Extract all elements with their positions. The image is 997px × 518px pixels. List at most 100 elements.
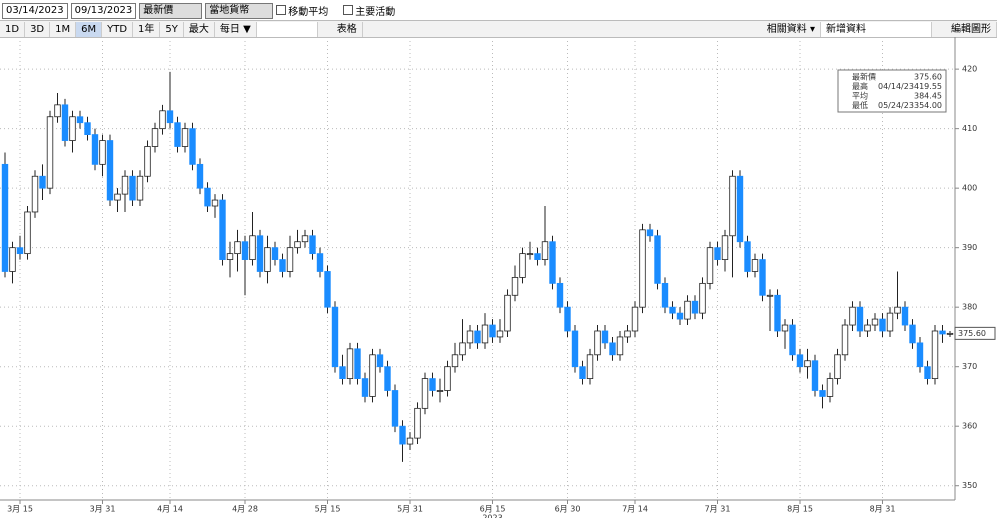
candle-body: [706, 247, 714, 284]
candle-body: [166, 110, 174, 124]
candle-body: [796, 354, 804, 368]
x-tick-label: 4月 28: [232, 505, 258, 514]
candle-body: [189, 128, 196, 165]
currency-select[interactable]: 當地貨幣: [205, 2, 274, 19]
candle-body: [181, 128, 189, 147]
candle-body: [549, 241, 556, 284]
x-tick-label: 6月 30: [555, 505, 581, 514]
candle-body: [676, 312, 684, 320]
candle-body: [16, 247, 24, 255]
candle-body: [826, 378, 834, 397]
candle-body: [691, 300, 699, 314]
candle-body: [241, 241, 249, 260]
legend-date: 04/14/23: [878, 82, 914, 91]
candle-body: [519, 253, 526, 278]
candle-body: [789, 324, 796, 356]
candle-body: [489, 324, 496, 338]
candle-body: [114, 193, 121, 201]
x-tick-label: 5月 31: [397, 505, 423, 514]
candle-body: [841, 324, 849, 356]
period-button[interactable]: 3D: [25, 21, 51, 37]
candle-body: [286, 247, 294, 272]
candle-body: [766, 294, 774, 297]
candle-body: [864, 324, 871, 332]
candle-body: [946, 332, 954, 335]
candle-body: [226, 253, 234, 260]
y-tick-label: 350: [962, 481, 977, 490]
candle-body: [774, 294, 781, 332]
candle-body: [354, 348, 361, 379]
candle-body: [324, 271, 331, 308]
y-tick-label: 380: [962, 303, 977, 312]
candle-body: [526, 253, 534, 256]
candle-body: [136, 175, 144, 201]
candle-body: [714, 247, 721, 260]
period-button[interactable]: YTD: [102, 21, 134, 37]
candle-body: [339, 366, 346, 379]
x-tick-label: 4月 14: [157, 505, 183, 514]
candle-body: [459, 342, 466, 356]
candle-body: [624, 330, 631, 338]
candle-body: [31, 175, 39, 213]
candle-body: [384, 366, 391, 391]
x-tick-label: 6月 15: [480, 505, 506, 514]
candle-body: [886, 312, 894, 332]
legend-label: 最新價: [852, 72, 876, 82]
candle-body: [534, 253, 541, 260]
moving-average[interactable]: 移動平均: [276, 3, 328, 18]
candle-body: [939, 330, 946, 335]
candle-body: [564, 306, 571, 332]
candle-body: [909, 324, 916, 344]
candle-body: [579, 366, 586, 379]
candle-body: [924, 366, 931, 379]
frequency[interactable]: 每日 ▼: [215, 21, 257, 37]
candle-body: [421, 378, 429, 409]
field-select[interactable]: 最新價: [139, 2, 203, 19]
end-date[interactable]: 09/13/2023: [70, 2, 137, 19]
candle-body: [639, 229, 646, 308]
candle-body: [196, 163, 204, 189]
blank[interactable]: [256, 21, 318, 37]
y-tick-label: 390: [962, 243, 977, 252]
candle-body: [1, 163, 9, 272]
candle-body: [481, 324, 489, 344]
candle-body: [294, 241, 301, 249]
period-button[interactable]: 最大: [184, 21, 215, 37]
legend-label: 最低: [852, 100, 868, 110]
related[interactable]: 相關資料 ▾: [762, 21, 821, 37]
candle-body: [391, 390, 399, 427]
legend-date: 05/24/23: [878, 101, 914, 110]
candle-body: [871, 318, 879, 326]
periods: 1D 3D 1M 6M YTD 1年 5Y 最大: [0, 21, 215, 37]
add-data[interactable]: 新增資料: [821, 21, 932, 37]
period-button[interactable]: 5Y: [160, 21, 184, 37]
candle-body: [144, 146, 151, 177]
table[interactable]: 表格: [332, 21, 363, 37]
candle-body: [24, 211, 31, 255]
start-date[interactable]: 03/14/2023: [2, 2, 68, 19]
candle-body: [204, 187, 211, 207]
candle-body: [541, 241, 549, 260]
candle-body: [804, 360, 811, 368]
y-tick-label: 370: [962, 362, 977, 371]
legend: 最新價 375.60 最高 04/14/23 419.55 平均 384.45 最低 05/24…: [837, 69, 947, 113]
candle-body: [9, 247, 16, 272]
x-tick-label: 8月 15: [787, 505, 813, 514]
candle-body: [661, 282, 669, 308]
candle-body: [444, 366, 451, 391]
period-button[interactable]: 1D: [0, 21, 26, 37]
period-button[interactable]: 1M: [50, 21, 77, 37]
candle-body: [931, 330, 939, 379]
period-button[interactable]: 6M: [76, 21, 103, 37]
events[interactable]: 主要活動: [343, 3, 395, 18]
candle-body: [556, 282, 564, 308]
edit[interactable]: 編輯圖形: [946, 21, 997, 37]
moving-average-label: 移動平均: [288, 7, 329, 18]
candle-body: [819, 390, 826, 397]
period-button[interactable]: 1年: [133, 21, 161, 37]
candle-body: [744, 241, 751, 272]
candle-body: [271, 247, 279, 260]
legend-value: 354.00: [914, 101, 942, 110]
candle-body: [436, 390, 444, 392]
candle-body: [61, 104, 69, 141]
